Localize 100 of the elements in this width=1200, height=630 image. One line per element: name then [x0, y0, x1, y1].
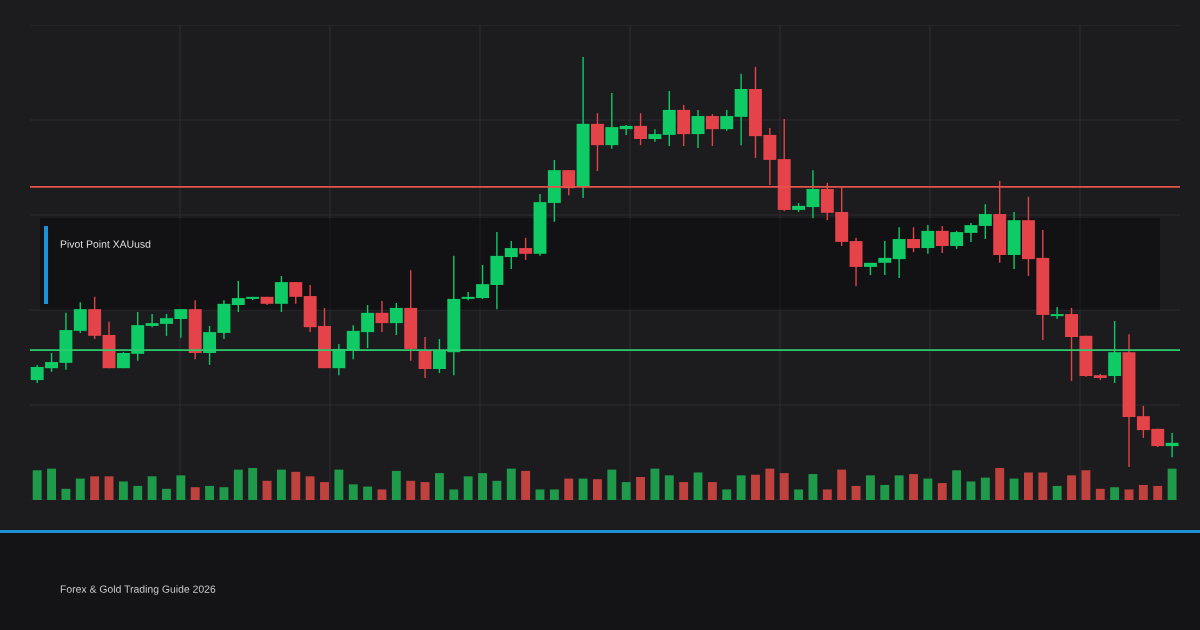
candlestick: [964, 222, 978, 243]
bar: [808, 474, 818, 500]
candlestick: [1050, 306, 1064, 320]
bar: [909, 474, 918, 500]
bar: [1110, 487, 1120, 500]
bar: [133, 485, 143, 500]
bar: [779, 473, 789, 500]
bar: [162, 488, 171, 500]
text: Forex & Gold Trading Guide 2026: [60, 585, 216, 595]
bar: [291, 471, 301, 500]
bar: [636, 476, 646, 500]
candlestick: [1108, 320, 1122, 384]
bar: [492, 480, 502, 500]
candlestick: [892, 226, 906, 279]
bar: [736, 475, 746, 500]
bar: [334, 469, 344, 500]
bar: [607, 469, 617, 500]
bar: [1023, 472, 1033, 500]
bar: [521, 470, 531, 500]
bar: [434, 473, 444, 500]
bar: [937, 483, 947, 500]
bar: [865, 475, 875, 500]
bar: [765, 468, 775, 500]
bar: [751, 474, 760, 500]
bar: [463, 476, 473, 500]
bar: [90, 476, 100, 500]
bar: [693, 472, 703, 500]
candlestick: [375, 300, 389, 333]
candlestick: [634, 112, 648, 146]
candlestick: [605, 92, 619, 150]
candlestick: [73, 301, 87, 334]
bar: [851, 485, 861, 500]
bar: [952, 470, 962, 500]
bar: [420, 482, 430, 500]
candlestick: [935, 225, 949, 254]
candlestick: [389, 302, 403, 336]
bar: [837, 469, 847, 500]
bar: [794, 489, 804, 500]
bar: [535, 489, 545, 500]
bar: [1009, 478, 1019, 500]
candlestick: [619, 124, 633, 136]
candlestick: [705, 113, 719, 147]
bar: [320, 482, 329, 500]
bar: [506, 468, 516, 500]
bar: [391, 470, 401, 500]
bar: [1052, 485, 1062, 500]
bar: [190, 487, 200, 500]
bar: [578, 478, 588, 500]
candlestick: [274, 275, 288, 313]
bar: [61, 488, 71, 500]
candlestick: [878, 240, 892, 276]
bar: [305, 476, 315, 500]
bar: [664, 475, 674, 500]
bar: [219, 487, 229, 500]
bar: [822, 489, 832, 500]
bar: [1153, 485, 1163, 500]
bar: [650, 468, 660, 500]
candlestick: [907, 226, 920, 253]
bar: [679, 482, 689, 500]
bar: [147, 476, 157, 500]
bar: [707, 482, 717, 500]
bar: [1038, 472, 1048, 500]
bar: [348, 484, 358, 500]
candlestick: [720, 109, 734, 132]
candlestick: [418, 336, 432, 379]
bar: [118, 481, 128, 500]
bar: [722, 489, 732, 500]
bar: [1095, 488, 1105, 500]
bar: [176, 475, 186, 500]
candlestick: [504, 240, 518, 270]
bar: [980, 477, 990, 500]
candlestick: [1165, 432, 1179, 458]
bar: [564, 478, 574, 500]
candlestick: [950, 230, 964, 250]
bar: [1167, 468, 1177, 500]
candlestick: [978, 203, 992, 240]
bar: [205, 485, 215, 500]
bar: [233, 469, 243, 500]
bar: [1124, 489, 1134, 500]
bar: [449, 489, 459, 500]
bar: [966, 481, 976, 500]
bar: [248, 468, 258, 500]
bar: [593, 479, 602, 500]
candlestick: [289, 281, 303, 305]
bar: [363, 486, 373, 500]
candlestick: [921, 224, 935, 255]
bar: [880, 484, 890, 500]
bar: [621, 482, 631, 500]
bar: [995, 468, 1005, 500]
bar: [32, 470, 42, 500]
bar: [406, 480, 416, 500]
bar: [104, 476, 114, 500]
bar: [894, 475, 904, 500]
bar: [1138, 484, 1148, 500]
bar: [47, 468, 56, 500]
annotation: Pivot Point XAUusd: [60, 240, 151, 248]
bar: [923, 478, 933, 500]
bar: [549, 489, 559, 500]
bar: [1081, 470, 1091, 500]
candlestick: [590, 112, 604, 172]
